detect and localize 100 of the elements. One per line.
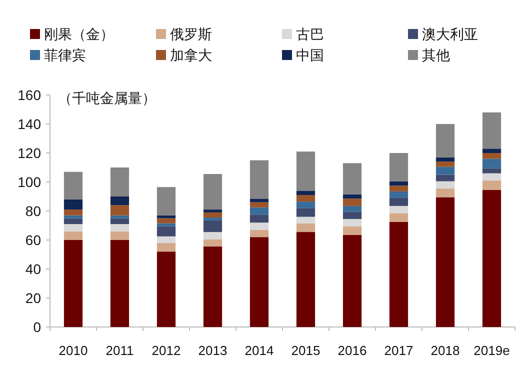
annotation: （千吨金属量） <box>58 90 156 106</box>
bar <box>296 202 316 208</box>
bar <box>482 180 502 190</box>
legend-label: 刚果（金） <box>44 26 114 42</box>
bar <box>64 224 83 232</box>
bar <box>342 206 362 212</box>
bar <box>250 237 269 327</box>
y-tick-label: 0 <box>33 319 42 335</box>
bar <box>436 197 455 327</box>
legend-label: 俄罗斯 <box>170 26 212 42</box>
x-tick-label: 2018 <box>430 343 460 358</box>
bar <box>203 220 222 232</box>
bar <box>389 186 408 192</box>
bar <box>64 199 83 210</box>
x-tick-label: 2019e <box>474 343 510 358</box>
bar <box>203 218 222 220</box>
x-tick-label: 2015 <box>291 343 320 358</box>
bar <box>436 124 455 158</box>
y-tick-label: 60 <box>25 232 42 248</box>
bar <box>482 158 502 168</box>
bar <box>342 226 362 235</box>
y-tick-label: 80 <box>25 203 42 219</box>
bar <box>110 168 130 196</box>
bar <box>482 173 502 181</box>
bar <box>110 215 130 218</box>
bar <box>203 232 222 240</box>
bar <box>110 218 130 224</box>
bar <box>482 153 502 159</box>
bar <box>296 216 316 224</box>
bar <box>64 172 83 200</box>
bar <box>342 163 362 194</box>
bar <box>250 222 269 230</box>
legend-label: 澳大利亚 <box>422 26 478 42</box>
y-tick-label: 120 <box>18 145 42 161</box>
y-tick-label: 20 <box>25 290 42 306</box>
x-tick-label: 2011 <box>106 343 134 358</box>
bar <box>250 214 269 223</box>
bar <box>482 148 502 153</box>
bar <box>250 230 269 238</box>
bar <box>296 232 316 327</box>
bar <box>64 218 83 224</box>
bar <box>342 218 362 226</box>
bar <box>342 212 362 219</box>
bar <box>296 195 316 202</box>
bar <box>389 206 408 214</box>
y-tick-label: 140 <box>18 116 42 132</box>
bar <box>436 174 455 182</box>
bar <box>110 231 130 240</box>
bar <box>389 222 408 327</box>
bar <box>296 223 316 232</box>
bar <box>156 187 176 216</box>
bar <box>482 112 502 149</box>
bar <box>156 236 176 243</box>
bar <box>296 152 316 191</box>
bar <box>250 160 269 199</box>
bar <box>156 252 176 327</box>
bar <box>482 190 502 327</box>
legend-label: 加拿大 <box>170 47 212 63</box>
bar <box>389 191 408 198</box>
bar <box>203 212 222 218</box>
bar <box>250 202 269 208</box>
bar <box>156 215 176 218</box>
bar <box>64 215 83 218</box>
x-tick-label: 2012 <box>152 343 181 358</box>
bar <box>250 207 269 215</box>
bar <box>436 157 455 162</box>
bar <box>110 196 130 206</box>
x-tick-label: 2016 <box>338 343 367 358</box>
bar <box>64 210 83 216</box>
bar <box>389 181 408 186</box>
y-tick-label: 100 <box>18 174 42 190</box>
bar <box>110 240 130 327</box>
x-tick-label: 2014 <box>244 343 274 358</box>
bar <box>436 166 455 175</box>
bar <box>342 234 362 327</box>
y-tick-label: 160 <box>18 87 42 103</box>
bar <box>389 153 408 182</box>
bar <box>482 168 502 174</box>
bar <box>342 194 362 199</box>
bar <box>156 218 176 224</box>
legend-label: 中国 <box>296 47 324 63</box>
bar <box>203 246 222 327</box>
bar <box>156 226 176 236</box>
x-tick-label: 2010 <box>58 343 88 358</box>
bar <box>156 242 176 252</box>
bar <box>250 198 269 202</box>
legend-label: 菲律宾 <box>44 47 86 63</box>
bar <box>436 188 455 198</box>
bar <box>110 224 130 232</box>
bar <box>296 190 316 196</box>
bar <box>203 239 222 247</box>
bar <box>436 162 455 167</box>
bar <box>64 231 83 240</box>
bar <box>203 174 222 210</box>
x-tick-label: 2013 <box>198 343 228 358</box>
bar <box>64 240 83 327</box>
bar <box>110 205 130 216</box>
bar <box>203 210 222 212</box>
bar <box>389 198 408 206</box>
bar <box>342 198 362 206</box>
